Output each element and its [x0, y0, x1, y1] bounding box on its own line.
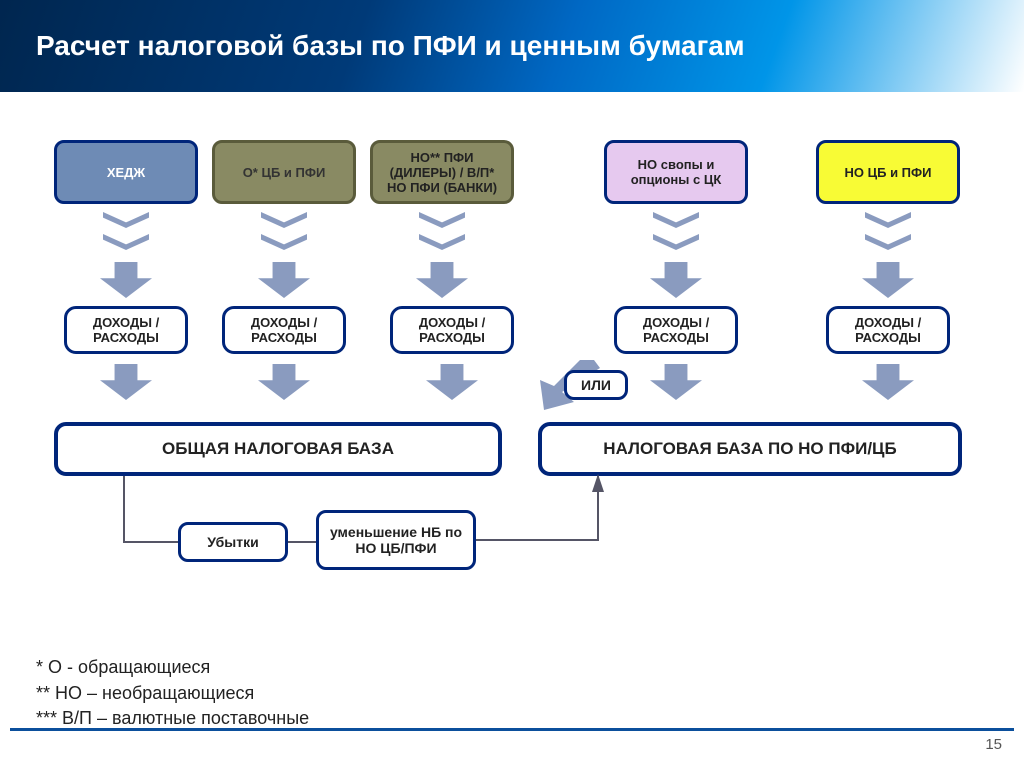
- diagram-canvas: ХЕДЖДОХОДЫ / РАСХОДЫО* ЦБ и ПФИДОХОДЫ / …: [0, 92, 1024, 732]
- footnote-line: *** В/П – валютные поставочные: [36, 706, 309, 731]
- footnotes: * О - обращающиеся** НО – необращающиеся…: [36, 655, 309, 731]
- footnote-line: ** НО – необращающиеся: [36, 681, 309, 706]
- page-number: 15: [985, 736, 1002, 753]
- footnote-line: * О - обращающиеся: [36, 655, 309, 680]
- page-title: Расчет налоговой базы по ПФИ и ценным бу…: [36, 30, 745, 62]
